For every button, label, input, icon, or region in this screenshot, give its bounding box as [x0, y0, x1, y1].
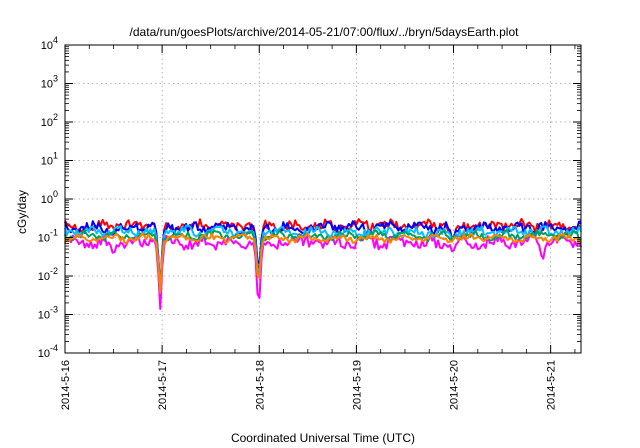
- y-tick-label: 104: [41, 35, 58, 52]
- x-tick-label: 2014-5-19: [351, 360, 363, 410]
- ticks: [64, 44, 581, 354]
- x-tick-label: 2014-5-18: [254, 360, 266, 410]
- y-tick-label: 101: [41, 151, 58, 168]
- x-axis-label: Coordinated Universal Time (UTC): [231, 431, 415, 445]
- series-group: [64, 217, 582, 310]
- x-tick-label: 2014-5-17: [157, 360, 169, 410]
- y-tick-label: 102: [41, 112, 58, 129]
- y-tick-labels: 10-4 10-3 10-2 10-1 100 101 102 103 104: [38, 35, 58, 360]
- y-axis-label: cGy/day: [15, 190, 29, 234]
- y-tick-label: 10-1: [38, 228, 58, 245]
- series-line: [64, 224, 582, 294]
- series-line: [64, 220, 582, 294]
- y-tick-label: 100: [41, 189, 58, 206]
- series-line: [64, 233, 582, 310]
- x-tick-label: 2014-5-21: [546, 360, 558, 410]
- y-tick-label: 10-4: [38, 343, 58, 360]
- y-tick-label: 10-2: [38, 266, 58, 283]
- series-line: [64, 229, 582, 294]
- y-tick-label: 103: [41, 74, 58, 91]
- chart-title: /data/run/goesPlots/archive/2014-05-21/0…: [130, 25, 520, 39]
- series-line: [64, 232, 582, 294]
- x-tick-label: 2014-5-20: [449, 360, 461, 410]
- grid: [65, 45, 581, 353]
- x-tick-labels: 2014-5-16 2014-5-17 2014-5-18 2014-5-19 2014…: [60, 360, 558, 410]
- y-tick-label: 10-3: [38, 305, 58, 322]
- x-tick-label: 2014-5-16: [60, 360, 72, 410]
